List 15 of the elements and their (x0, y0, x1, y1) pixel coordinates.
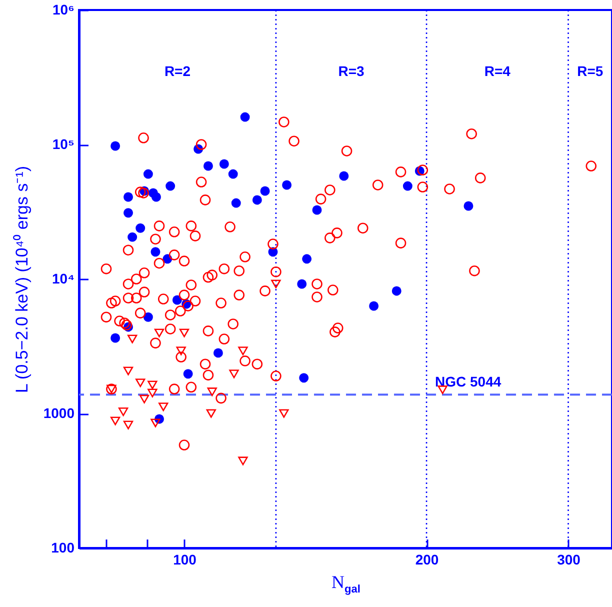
y-tick-label: 1000 (43, 405, 75, 421)
annotation: R=2 (164, 63, 191, 79)
annotation: R=4 (484, 63, 511, 79)
y-axis-title: L (0.5−2.0 keV) (10⁴⁰ ergs s⁻¹) (12, 166, 32, 394)
annotation: R=5 (577, 63, 604, 79)
y-tick-label: 10⁴ (52, 270, 75, 286)
y-tick-label: 10⁵ (52, 136, 74, 152)
annotation: R=3 (338, 63, 364, 79)
x-tick-label: 100 (173, 552, 197, 568)
y-tick-label: 100 (51, 540, 75, 556)
x-tick-label: 300 (557, 552, 581, 568)
y-tick-label: 10⁶ (52, 2, 74, 18)
x-tick-label: 200 (415, 552, 439, 568)
x-axis-title: N$_{gal}$ (330, 572, 362, 596)
ref-line-label: NGC 5044 (435, 374, 502, 390)
